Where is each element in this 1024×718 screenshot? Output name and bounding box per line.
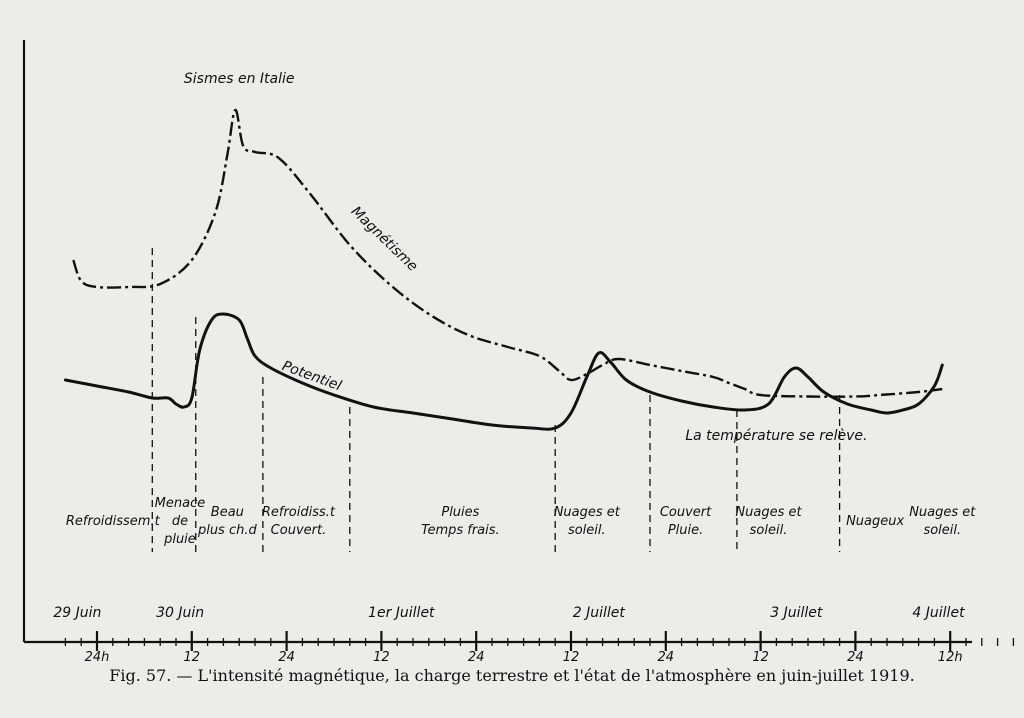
x-tick-label: 24 bbox=[468, 650, 485, 665]
period-label: Menace bbox=[155, 496, 206, 511]
x-tick-label: 12h bbox=[938, 650, 963, 665]
period-label: plus ch.d bbox=[197, 523, 258, 538]
x-tick-label: 24h bbox=[85, 650, 110, 665]
period-label: Nuages et bbox=[735, 505, 802, 520]
x-tick-label: 12 bbox=[373, 650, 390, 665]
period-dividers bbox=[151, 248, 841, 552]
annotation-label: Potentiel bbox=[280, 358, 344, 394]
x-tick-label: 12 bbox=[752, 650, 769, 665]
period-label: soleil. bbox=[923, 523, 961, 538]
figure-caption: Fig. 57. — L'intensité magnétique, la ch… bbox=[109, 666, 915, 685]
potentiel-line bbox=[63, 312, 944, 431]
x-tick-label: 12 bbox=[563, 650, 580, 665]
period-label: Temps frais. bbox=[421, 523, 500, 538]
annotation-label: Sismes en Italie bbox=[184, 71, 295, 87]
major-ticks bbox=[95, 631, 952, 651]
period-label: Refroidiss.t bbox=[262, 505, 336, 520]
x-tick-label: 24 bbox=[278, 650, 295, 665]
day-label: 3 Juillet bbox=[770, 605, 823, 621]
series-lines bbox=[63, 108, 944, 431]
weather-periods: Refroidissem.t Menace de pluie Beau plus ch.d… bbox=[66, 496, 976, 547]
period-label: Nuages et bbox=[909, 505, 976, 520]
period-label: Nuages et bbox=[554, 505, 621, 520]
day-label: 1er Juillet bbox=[368, 605, 435, 621]
day-label: 2 Juillet bbox=[573, 605, 626, 621]
period-label: Couvert bbox=[660, 505, 712, 520]
period-label: Refroidissem.t bbox=[66, 514, 161, 529]
day-labels: 29 Juin 30 Juin 1er Juillet 2 Juillet 3 Juil… bbox=[53, 605, 965, 621]
x-tick-label: 24 bbox=[847, 650, 864, 665]
x-tick-label: 12 bbox=[184, 650, 201, 665]
period-label: Beau bbox=[211, 505, 244, 520]
period-label: Pluies bbox=[441, 505, 479, 520]
magnetisme-line bbox=[72, 108, 943, 398]
x-tick-label: 24 bbox=[658, 650, 675, 665]
day-label: 30 Juin bbox=[156, 605, 204, 621]
day-label: 29 Juin bbox=[53, 605, 101, 621]
annotation-label: La température se relève. bbox=[685, 428, 867, 444]
period-label: Pluie. bbox=[668, 523, 703, 538]
period-label: soleil. bbox=[750, 523, 788, 538]
period-label: Couvert. bbox=[271, 523, 327, 538]
period-label: soleil. bbox=[568, 523, 606, 538]
period-label: de bbox=[172, 514, 188, 529]
tick-labels: 24h 12 24 12 24 12 24 12 24 12h bbox=[85, 650, 963, 665]
annotation-label: Magnétisme bbox=[348, 204, 421, 275]
annotations: Sismes en Italie Magnétisme Potentiel La te… bbox=[184, 71, 868, 444]
day-label: 4 Juillet bbox=[912, 605, 965, 621]
period-label: Nuageux bbox=[846, 514, 904, 529]
period-label: pluie bbox=[163, 532, 196, 547]
